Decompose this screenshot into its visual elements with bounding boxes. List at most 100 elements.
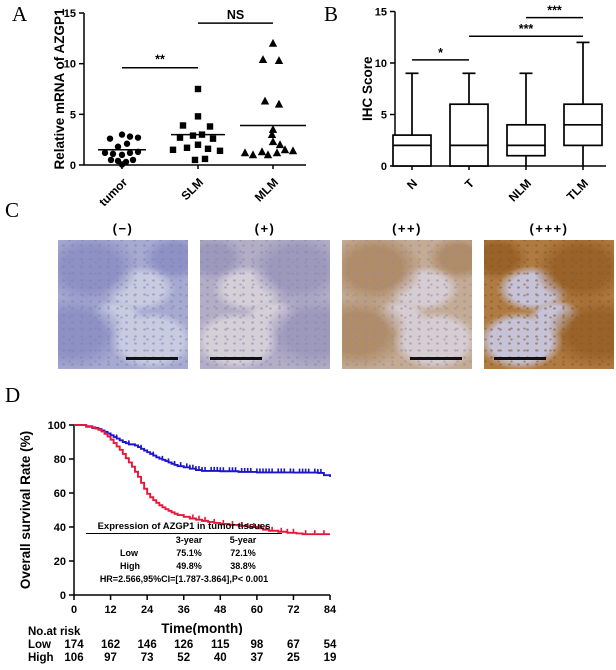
a-point-square xyxy=(176,134,184,141)
scale-bar xyxy=(410,357,462,360)
risk-row-name: Low xyxy=(28,639,51,651)
d-y-tick: 20 xyxy=(54,556,66,568)
b-significance-label: *** xyxy=(519,22,534,36)
risk-value: 67 xyxy=(287,639,300,651)
km-legend-high-5year: 38.8% xyxy=(230,561,256,571)
km-legend-col-5year: 5-year xyxy=(229,535,257,545)
risk-value: 97 xyxy=(104,652,117,664)
d-y-tick: 80 xyxy=(54,454,66,466)
b-significance-label: * xyxy=(438,46,443,60)
d-x-tick: 0 xyxy=(71,604,77,616)
b-y-tick: 0 xyxy=(381,161,387,173)
a-point-circle xyxy=(101,149,109,157)
a-significance-label: NS xyxy=(227,8,244,22)
risk-row-low: Low 174 162 146 126 115 98 67 54 xyxy=(0,639,420,652)
b-y-tick: 10 xyxy=(375,58,387,70)
a-point-circle xyxy=(118,151,126,159)
a-point-square xyxy=(191,156,199,164)
km-legend-name-low: Low xyxy=(120,548,138,558)
a-point-square xyxy=(183,144,191,151)
d-y-tick: 60 xyxy=(54,488,66,500)
a-point-triangle xyxy=(268,137,278,146)
a-category-label: tumor xyxy=(96,175,130,209)
a-point-square xyxy=(201,155,209,163)
risk-value: 40 xyxy=(213,652,227,664)
b-y-tick: 5 xyxy=(381,110,387,122)
ihc-image-2 xyxy=(200,240,330,369)
a-point-triangle xyxy=(280,145,290,154)
b-category-label: T xyxy=(462,176,478,192)
a-point-circle xyxy=(109,150,117,158)
km-legend-high-3year: 49.8% xyxy=(176,561,202,571)
a-point-square xyxy=(169,146,177,154)
a-point-circle xyxy=(134,134,142,141)
a-significance-label: ** xyxy=(155,53,165,67)
a-point-circle xyxy=(123,140,131,147)
ihc-grade-label: (+++) xyxy=(529,221,569,236)
ihc-image-4 xyxy=(484,240,614,369)
ihc-grade-label: (−) xyxy=(112,221,134,236)
risk-value: 115 xyxy=(210,639,230,651)
risk-value: 126 xyxy=(174,639,194,651)
d-x-tick: 48 xyxy=(214,604,226,616)
risk-value: 52 xyxy=(177,652,191,664)
b-category-label: N xyxy=(404,176,420,192)
b-box-N xyxy=(392,134,432,167)
b-box-T xyxy=(449,103,489,167)
a-point-circle xyxy=(129,156,137,164)
a-point-triangle xyxy=(288,146,298,155)
b-category-label: TLM xyxy=(564,176,591,203)
a-category-label: SLM xyxy=(178,175,206,203)
km-legend-col-3year: 3-year xyxy=(175,535,203,545)
a-point-circle xyxy=(118,161,126,168)
a-point-triangle xyxy=(275,140,285,149)
risk-value: 73 xyxy=(140,652,154,664)
risk-value: 19 xyxy=(323,652,337,664)
km-legend-table: 3-year 5-year Low 75.1% 72.1% High 49.8%… xyxy=(86,534,282,573)
a-point-square xyxy=(204,145,212,152)
scale-bar xyxy=(494,357,546,360)
a-point-square xyxy=(189,132,197,139)
panel-a-label: A xyxy=(12,2,28,26)
a-point-square xyxy=(194,113,202,120)
risk-value: 25 xyxy=(287,652,300,664)
a-point-triangle xyxy=(257,147,267,156)
d-y-tick: 100 xyxy=(48,420,66,432)
a-y-tick: 5 xyxy=(70,109,76,121)
d-x-tick: 84 xyxy=(324,604,337,616)
a-point-circle xyxy=(126,133,134,140)
a-category-label: MLM xyxy=(252,175,281,204)
b-y-axis-label: IHC Score xyxy=(360,56,375,121)
km-legend-title: Expression of AZGP1 in tumor tissues xyxy=(86,521,282,534)
a-point-triangle xyxy=(258,55,268,64)
risk-value: 98 xyxy=(250,639,264,651)
a-point-triangle xyxy=(268,125,278,133)
b-box-NLM xyxy=(506,123,546,157)
a-point-square xyxy=(216,147,224,155)
ihc-grade-label: (+) xyxy=(254,221,276,236)
km-legend-name-high: High xyxy=(120,561,140,571)
a-point-circle xyxy=(118,131,126,138)
a-point-square xyxy=(206,123,214,130)
risk-table-header: No.at risk xyxy=(28,626,81,638)
d-y-axis-label: Overall survival Rate (%) xyxy=(18,431,33,589)
a-point-triangle xyxy=(267,130,277,139)
a-point-circle xyxy=(106,135,114,142)
a-point-circle xyxy=(107,156,115,164)
d-x-tick: 72 xyxy=(287,604,299,616)
risk-value: 162 xyxy=(100,639,121,651)
a-y-tick: 10 xyxy=(64,59,76,71)
km-legend-low-3year: 75.1% xyxy=(176,548,202,558)
a-point-triangle xyxy=(260,96,270,105)
a-point-square xyxy=(194,141,202,148)
d-x-tick: 12 xyxy=(104,604,116,616)
risk-value: 174 xyxy=(64,639,84,651)
d-y-tick: 40 xyxy=(54,522,66,534)
a-point-circle xyxy=(126,149,134,157)
panel-b-label: B xyxy=(324,2,339,26)
a-point-circle xyxy=(114,143,122,150)
risk-value: 146 xyxy=(137,639,157,651)
